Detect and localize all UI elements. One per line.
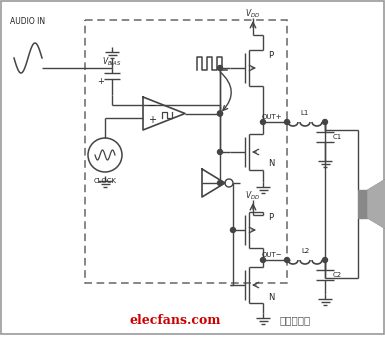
Circle shape <box>285 258 290 262</box>
Circle shape <box>218 149 223 155</box>
Text: L2: L2 <box>301 248 309 254</box>
Circle shape <box>285 120 290 124</box>
Polygon shape <box>358 190 368 218</box>
Bar <box>85 20 287 283</box>
Polygon shape <box>368 178 385 230</box>
Text: OUT+: OUT+ <box>261 114 282 120</box>
Text: −: − <box>148 101 156 111</box>
Circle shape <box>218 65 223 71</box>
Circle shape <box>261 120 266 124</box>
Text: $V_{DD}$: $V_{DD}$ <box>245 190 261 202</box>
Text: C2: C2 <box>332 272 341 278</box>
Text: 电子发烧友: 电子发烧友 <box>280 315 311 325</box>
Circle shape <box>261 258 266 262</box>
Text: $V_{BIAS}$: $V_{BIAS}$ <box>102 56 122 68</box>
Circle shape <box>218 180 223 185</box>
Text: P: P <box>268 52 274 60</box>
Circle shape <box>218 111 223 116</box>
FancyBboxPatch shape <box>1 1 384 334</box>
Text: CLOCK: CLOCK <box>94 178 117 184</box>
Text: C1: C1 <box>332 134 341 140</box>
Text: $V_{DD}$: $V_{DD}$ <box>245 8 261 20</box>
Text: AUDIO IN: AUDIO IN <box>10 18 45 26</box>
Text: elecfans.com: elecfans.com <box>129 314 221 326</box>
Text: +: + <box>97 78 104 86</box>
Text: P: P <box>268 214 274 222</box>
Circle shape <box>323 120 328 124</box>
Text: N: N <box>268 293 274 301</box>
Circle shape <box>231 227 236 233</box>
Text: +: + <box>148 115 156 125</box>
Text: N: N <box>268 160 274 168</box>
Circle shape <box>323 258 328 262</box>
Text: L1: L1 <box>301 110 309 116</box>
Text: OUT−: OUT− <box>261 252 282 258</box>
FancyArrowPatch shape <box>220 72 231 111</box>
Circle shape <box>218 111 223 116</box>
